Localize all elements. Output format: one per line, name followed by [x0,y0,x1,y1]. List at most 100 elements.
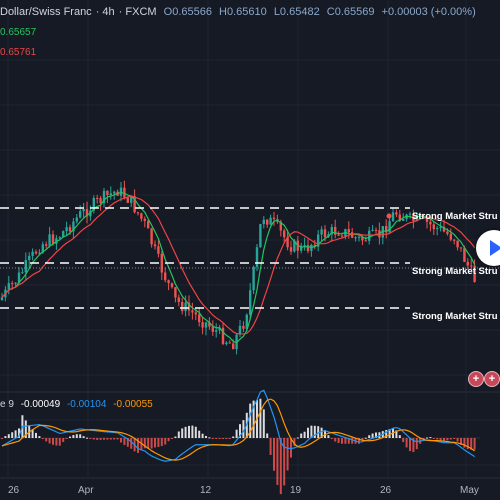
plus-icon[interactable]: + [468,371,484,387]
macd-histogram-bar [358,438,360,444]
candle-body [147,220,150,229]
macd-histogram-bar [7,434,10,438]
candle-body [38,252,41,254]
macd-line [1,389,475,462]
candle-body [459,247,463,249]
macd-histogram-bar [120,438,122,443]
macd-histogram-bar [239,424,241,438]
ma-slow-line [1,195,476,335]
macd-histogram-bar [222,438,224,439]
macd-histogram-bar [137,438,139,453]
candle-body [289,247,293,252]
macd-histogram-bar [347,438,350,444]
macd-histogram-bar [432,438,435,439]
candle-body [167,280,170,284]
candle-body [269,217,272,225]
macd-histogram-bar [317,426,320,438]
macd-histogram-bar [412,438,415,453]
candle-body [368,230,371,241]
macd-histogram-bar [395,430,398,438]
candle-body [225,342,228,344]
candle-body [436,228,439,230]
candle-body [218,327,221,331]
candle-body [439,226,442,229]
macd-histogram-bar [109,438,112,440]
candle-body [133,196,136,213]
macd-histogram-bar [58,438,61,446]
macd-histogram-bar [82,436,85,438]
candle-body [208,322,211,327]
candle-body [65,227,68,232]
x-label-26b: 26 [380,485,392,496]
macd-histogram-bar [232,436,235,438]
candle-body [354,237,357,239]
candle-body [432,224,435,230]
macd-histogram-bar [313,425,316,438]
candle-body [136,212,140,214]
candle-body [238,325,242,335]
candle-body [262,219,265,225]
macd-histogram-bar [388,429,391,438]
macd-histogram-bar [463,438,466,448]
candle-body [126,197,129,203]
level-label-top: Strong Market Stru [412,211,498,222]
interval[interactable]: 4h [102,6,115,18]
macd-histogram-bar [460,438,462,445]
candle-body [215,330,218,332]
macd-histogram-bar [446,438,449,441]
macd-histogram-bar [296,437,299,439]
macd-histogram-bar [426,437,428,439]
plus-icon[interactable]: + [484,371,500,387]
x-label-may: May [460,485,479,496]
macd-histogram-bar [38,436,41,438]
candle-body [221,327,225,344]
candle-body [456,240,459,248]
macd-histogram-bar [123,438,126,445]
candle-body [31,251,34,256]
macd-histogram-bar [327,435,330,438]
ma-slow-value: 0.65761 [0,47,37,58]
macd-histogram-bar [368,435,371,438]
macd-histogram-bar [456,438,459,442]
macd-histogram-bar [443,438,445,441]
macd-histogram-bar [35,432,37,438]
macd-histogram-bar [160,438,163,447]
candle-body [466,261,469,266]
macd-histogram-bar [405,438,408,448]
macd-histogram-bar [242,420,245,438]
symbol-name: Dollar/Swiss Franc [0,6,92,18]
candle-body [157,246,160,254]
macd-histogram-bar [99,438,102,440]
macd-histogram-bar [113,438,116,440]
macd-histogram-bar [130,438,133,449]
macd-histogram-bar [252,400,255,438]
macd-histogram-bar [290,438,292,458]
macd-histogram-bar [409,438,411,452]
candle-body [191,310,194,313]
candle-body [204,322,208,328]
candle-body [119,187,123,196]
candle-body [194,312,197,315]
candle-body [21,272,24,274]
play-icon[interactable] [476,230,500,266]
candle-body [153,244,157,247]
macd-histogram-bar [194,426,197,438]
candle-body [293,240,296,252]
macd-histogram-bar [466,438,469,450]
macd-histogram-bar [41,438,44,439]
macd-histogram-bar [262,409,265,438]
macd-histogram-bar [24,420,27,438]
candle-body [92,197,95,211]
macd-histogram-bar [453,438,456,439]
candle-body [75,217,78,222]
macd-histogram-bar [371,433,374,438]
candle-body [402,218,405,221]
candle-body [41,244,44,253]
macd-histogram-bar [171,438,173,439]
macd-histogram-bar [273,438,275,471]
candle-body [323,229,327,238]
macd-histogram-bar [147,438,150,449]
candle-body [463,248,466,262]
candle-body [446,231,449,234]
